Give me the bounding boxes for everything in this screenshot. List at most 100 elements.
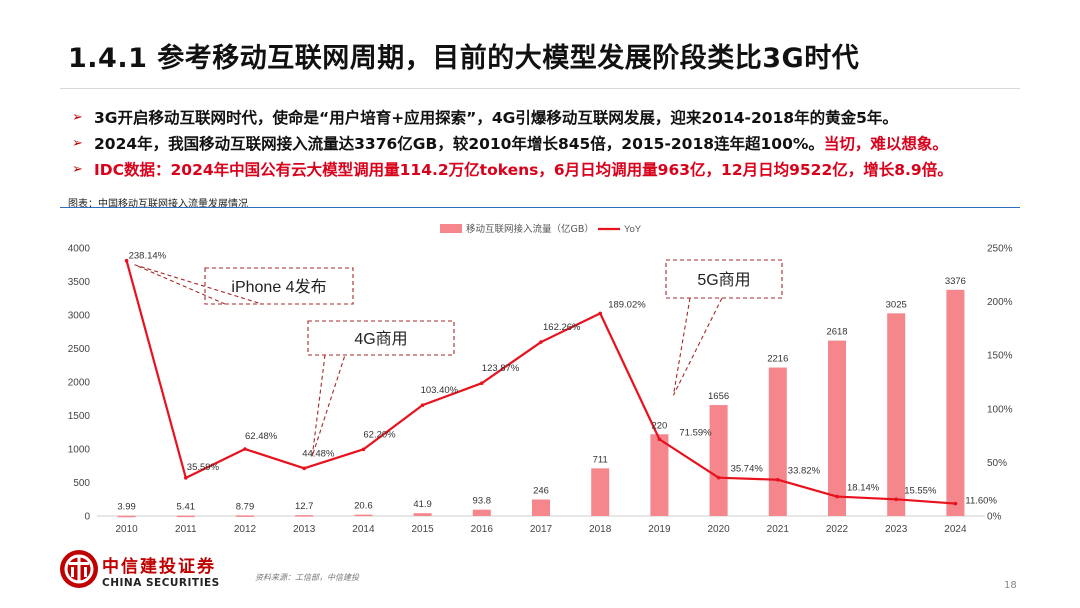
y-right-tick-label: 0% [987,512,1002,523]
callout-box [204,267,354,305]
yoy-value-label: 18.14% [847,483,880,494]
title-divider [60,88,1020,89]
bar-value-label: 246 [533,486,549,497]
x-tick-label: 2018 [589,524,612,535]
y-left-tick-label: 3500 [68,277,91,288]
yoy-line-series [124,258,958,506]
x-tick-label: 2013 [293,524,316,535]
line-point [598,311,602,316]
x-tick-label: 2017 [530,524,553,535]
yoy-value-label: 35.59% [187,462,220,473]
bar [532,499,550,516]
yoy-value-label: 62.20% [363,429,396,440]
x-tick-label: 2014 [352,524,375,535]
yoy-value-label: 123.87% [482,363,520,374]
yoy-value-label: 44.48% [302,448,335,459]
y-right-tick-label: 200% [987,297,1013,308]
line-point [657,437,662,442]
bullet-list: ➢ 3G开启移动互联网时代，使命是“用户培育+应用探索”，4G引爆移动互联网发展… [72,104,1032,182]
callout-pointer [672,297,723,396]
bar [709,405,728,516]
x-tick-label: 2021 [767,524,790,535]
bar-value-label: 3025 [886,299,907,310]
y-left-tick-label: 4000 [68,244,91,255]
yoy-value-label: 15.55% [904,485,937,496]
line-point [420,403,425,407]
bullet-highlight: 当切，难以想象。 [823,135,948,153]
x-tick-label: 2019 [648,524,671,535]
bar-value-label: 20.6 [354,501,373,512]
data-labels: 3.99 5.41 8.79 12.7 20.6 41.9 93.8 246 711 220 165… [117,251,997,513]
yoy-value-label: 62.48% [245,431,278,442]
yoy-value-label: 33.82% [788,466,821,477]
callout-label: iPhone 4发布 [231,278,326,296]
chart-caption: 图表：中国移动互联网接入流量发展情况 [68,199,248,210]
page-number: 18 [1004,580,1017,591]
x-tick-label: 2010 [115,524,138,535]
line-point [953,501,958,506]
yoy-value-label: 71.59% [679,427,712,438]
logo-name-en: CHINA SECURITIES [102,577,220,589]
x-tick-label: 2024 [944,524,967,535]
line-point [302,466,307,471]
callout-label: 4G商用 [354,330,407,348]
bar-value-label: 12.7 [295,501,314,512]
yoy-value-label: 35.74% [731,464,764,475]
bar [236,515,254,517]
bar-value-label: 711 [593,454,608,465]
bar [591,468,610,516]
y-right-tick-label: 250% [987,244,1013,255]
callout-box [307,320,455,356]
yoy-value-label: 189.02% [608,299,646,310]
logo-name-cn: 中信建投证券 [102,557,216,577]
bar-value-label: 5.41 [177,502,196,513]
yoy-value-label: 11.60% [965,496,997,507]
bar-value-label: 1656 [708,391,729,402]
bar-value-label: 3376 [945,276,966,287]
line-point [361,447,366,452]
yoy-value-label: 238.14% [129,251,167,262]
y-right-tick-label: 50% [987,458,1007,469]
line-point [835,494,839,499]
x-tick-label: 2012 [234,524,257,535]
bar [768,367,787,516]
line-point [243,447,247,451]
y-right-tick-label: 100% [987,404,1013,415]
y-left-tick-label: 3000 [68,311,91,322]
legend-line-label: YoY [624,224,642,235]
bullet-item: ➢ 3G开启移动互联网时代，使命是“用户培育+应用探索”，4G引爆移动互联网发展… [72,104,1032,130]
bar [354,514,373,517]
bullet-text: 2024年，我国移动互联网接入流量达3376亿GB，较2010年增长845倍，2… [94,135,824,153]
citic-logo-icon [60,550,98,588]
y-left-tick-label: 1500 [68,411,91,422]
annotation-layer: iPhone 4发布 4G商用 5G商用 [134,259,783,457]
legend-bar-swatch [440,224,462,233]
line-point [716,475,721,480]
line-point [480,381,484,386]
callout-box [665,259,783,299]
chart-legend: 移动互联网接入流量（亿GB） YoY [440,223,642,235]
y-left-tick-label: 1000 [68,445,91,456]
x-tick-label: 2015 [411,524,434,535]
callout-pointer [311,354,346,457]
bullet-text: 3G开启移动互联网时代，使命是“用户培育+应用探索”，4G引爆移动互联网发展，迎… [94,109,898,127]
bullet-text: IDC数据：2024年中国公有云大模型调用量114.2万亿tokens，6月日均… [94,161,953,179]
bar [413,513,432,516]
bar [887,313,906,516]
chevron-right-icon: ➢ [72,161,83,177]
bar-series [117,289,965,518]
line-point [539,340,543,344]
chevron-right-icon: ➢ [72,135,83,151]
bar-value-label: 93.8 [473,496,492,507]
bar [176,515,195,518]
bar [117,515,136,518]
bar-value-label: 2216 [767,354,788,365]
line-point [776,477,780,482]
y-left-tick-label: 0 [84,512,90,523]
source-note: 资料来源：工信部，中信建投 [255,573,359,582]
bar [946,289,965,516]
line-point [124,258,129,263]
y-right-tick-label: 150% [987,351,1013,362]
yoy-value-label: 103.40% [421,385,459,396]
x-tick-label: 2011 [175,524,197,535]
